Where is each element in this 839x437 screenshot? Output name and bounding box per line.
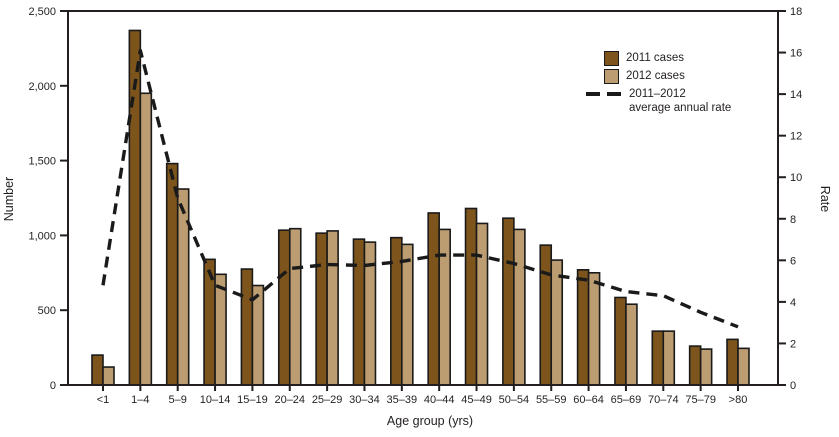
bar-2011-cases	[427, 212, 440, 386]
bar-2011-cases	[390, 236, 403, 386]
x-axis-category-label: 15–19	[237, 394, 268, 406]
bar-2011-cases	[315, 232, 328, 386]
x-axis-category-label: 1–4	[131, 394, 149, 406]
left-axis-tick-label: 500	[38, 305, 56, 317]
right-axis-tick-label: 2	[790, 338, 796, 350]
x-axis-category-label: <1	[97, 394, 110, 406]
x-axis-category-label: 55–59	[536, 394, 567, 406]
bar-2012-cases	[326, 230, 339, 386]
x-axis-category-label: 65–69	[611, 394, 642, 406]
x-axis-category-label: 35–39	[387, 394, 418, 406]
x-axis-category-label: >80	[729, 394, 748, 406]
legend-swatch-2012-icon	[604, 69, 619, 84]
bar-2011-cases	[539, 244, 553, 386]
bar-2012-cases	[102, 366, 115, 386]
legend-label-rate-line1: 2011–2012	[629, 88, 686, 100]
bar-2011-cases	[240, 268, 254, 386]
left-axis-tick-label: 0	[50, 380, 56, 392]
x-axis-category-label: 5–9	[169, 394, 187, 406]
x-axis-category-label: 10–14	[200, 394, 231, 406]
left-axis-tick-label: 1,500	[28, 156, 56, 168]
x-axis-title: Age group (yrs)	[386, 414, 474, 428]
legend-item-2011: 2011 cases	[586, 51, 731, 66]
right-axis-tick-label: 18	[790, 6, 802, 18]
bar-2012-cases	[214, 273, 227, 386]
legend-label-2012: 2012 cases	[626, 70, 685, 82]
bar-2012-cases	[662, 330, 676, 386]
rate-line	[101, 48, 739, 329]
bar-2011-cases	[277, 229, 291, 386]
right-axis-tick-label: 6	[790, 255, 796, 267]
bar-2012-cases	[475, 222, 489, 386]
y-axis-title-right: Rate	[818, 185, 832, 213]
bar-2012-cases	[550, 259, 564, 386]
bar-2012-cases	[288, 227, 302, 386]
right-axis-tick-label: 16	[790, 48, 802, 60]
right-axis-tick-label: 12	[790, 131, 802, 143]
x-axis-category-label: 25–29	[312, 394, 343, 406]
legend-item-2012: 2012 cases	[586, 69, 731, 84]
left-axis-tick-label: 2,500	[28, 6, 56, 18]
legend-item-rate: 2011–2012 average annual rate	[586, 87, 731, 116]
legend-swatch-2011-icon	[604, 51, 619, 66]
legend-label-rate: 2011–2012 average annual rate	[629, 87, 731, 116]
bar-2012-cases	[513, 228, 526, 386]
x-axis-category-label: 60–64	[573, 394, 604, 406]
right-axis-tick-label: 0	[790, 380, 796, 392]
bar-2012-cases	[438, 228, 451, 386]
x-axis-category-label: 20–24	[274, 394, 305, 406]
right-axis-tick-label: 4	[790, 297, 796, 309]
legend-label-2011: 2011 cases	[626, 52, 684, 64]
bar-2012-cases	[625, 303, 638, 386]
x-axis-category-label: 40–44	[424, 394, 455, 406]
x-axis-category-label: 70–74	[648, 394, 679, 406]
bar-2011-cases	[502, 217, 515, 386]
bar-2011-cases	[464, 207, 478, 386]
bar-2011-cases	[688, 345, 702, 386]
bar-2011-cases	[651, 330, 665, 386]
bar-2012-cases	[699, 348, 713, 386]
bar-2012-cases	[587, 271, 601, 386]
bar-2011-cases	[614, 296, 627, 386]
legend: 2011 cases 2012 cases 2011–2012 average …	[586, 51, 731, 119]
bar-2012-cases	[401, 243, 414, 386]
bar-2011-cases	[726, 338, 739, 386]
y-axis-title-left: Number	[2, 176, 16, 222]
bar-2012-cases	[737, 347, 750, 386]
legend-dashed-line-icon	[586, 92, 622, 96]
x-axis-category-label: 30–34	[349, 394, 380, 406]
x-axis-category-label: 45–49	[461, 394, 492, 406]
bar-2011-cases	[352, 238, 366, 386]
right-axis-tick-label: 10	[790, 172, 802, 184]
x-axis-category-label: 50–54	[499, 394, 530, 406]
left-axis-tick-label: 2,000	[28, 81, 56, 93]
x-axis-category-label: 75–79	[685, 394, 716, 406]
bar-2011-cases	[576, 269, 590, 386]
bar-2012-cases	[176, 188, 190, 386]
legend-label-rate-line2: average annual rate	[629, 102, 732, 115]
left-axis-tick-label: 1,000	[28, 230, 56, 242]
bar-2011-cases	[91, 354, 104, 386]
bar-2012-cases	[139, 92, 153, 386]
right-axis-tick-label: 8	[790, 214, 796, 226]
right-axis-tick-label: 14	[790, 89, 802, 101]
